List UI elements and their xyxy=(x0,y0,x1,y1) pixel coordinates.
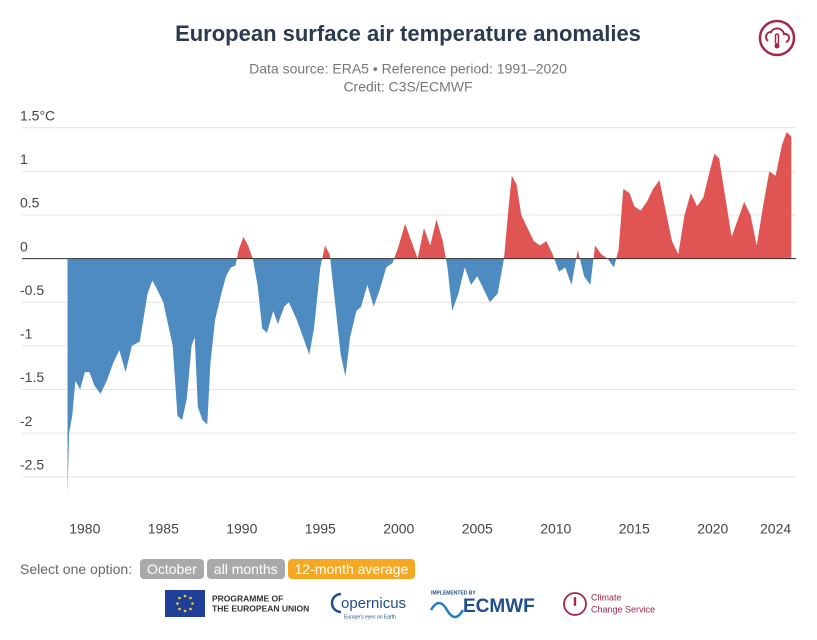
c3s-icon xyxy=(758,19,796,57)
eu-text: PROGRAMME OF xyxy=(212,593,283,603)
controls: Select one option: October all months 12-m… xyxy=(20,559,418,579)
y-tick-label: 0 xyxy=(20,238,28,254)
x-tick-label: 1995 xyxy=(305,521,336,537)
x-tick-label: 2005 xyxy=(462,521,493,537)
x-tick-label: 1985 xyxy=(148,521,179,537)
eu-text: THE EUROPEAN UNION xyxy=(212,603,309,613)
chart: European surface air temperature anomali… xyxy=(20,19,796,537)
y-tick-label: -1.5 xyxy=(20,369,44,385)
c3s-text: Change Service xyxy=(591,604,655,614)
y-tick-label: -0.5 xyxy=(20,282,44,298)
c3s-text: Climate xyxy=(591,592,622,602)
y-tick-label: 1 xyxy=(20,151,28,167)
x-tick-label: 1980 xyxy=(69,521,100,537)
y-tick-label: -2 xyxy=(20,413,33,429)
option-button[interactable]: 12-month average xyxy=(287,559,416,579)
x-tick-label: 2020 xyxy=(697,521,728,537)
x-tick-label: 2010 xyxy=(540,521,571,537)
x-tick-label: 1990 xyxy=(226,521,257,537)
prompt: Select one option: xyxy=(20,561,133,577)
ecmwf-note: IMPLEMENTED BY xyxy=(431,590,476,596)
x-tick-label: 2000 xyxy=(383,521,414,537)
copernicus-tagline: Europe's eyes on Earth xyxy=(344,614,396,620)
option-button[interactable]: all months xyxy=(206,559,285,579)
y-tick-label: -2.5 xyxy=(20,457,44,473)
chart-title: European surface air temperature anomali… xyxy=(175,21,641,46)
footer: PROGRAMME OF THE EUROPEAN UNION opernicu… xyxy=(163,588,663,622)
credit: Credit: C3S/ECMWF xyxy=(343,79,472,95)
copernicus: opernicus xyxy=(341,595,406,612)
footer-logos: PROGRAMME OF THE EUROPEAN UNION opernicu… xyxy=(165,590,655,620)
ecmwf: ECMWF xyxy=(463,596,535,617)
y-tick-label: -1 xyxy=(20,326,33,342)
y-tick-label: 1.5°C xyxy=(20,107,55,123)
y-tick-label: 0.5 xyxy=(20,195,40,211)
area xyxy=(67,132,792,495)
x-tick-label: 2015 xyxy=(619,521,650,537)
option-button[interactable]: October xyxy=(139,559,204,579)
x-tick-label: 2024 xyxy=(760,521,791,537)
subtitle: Data source: ERA5 • Reference period: 19… xyxy=(249,61,567,77)
